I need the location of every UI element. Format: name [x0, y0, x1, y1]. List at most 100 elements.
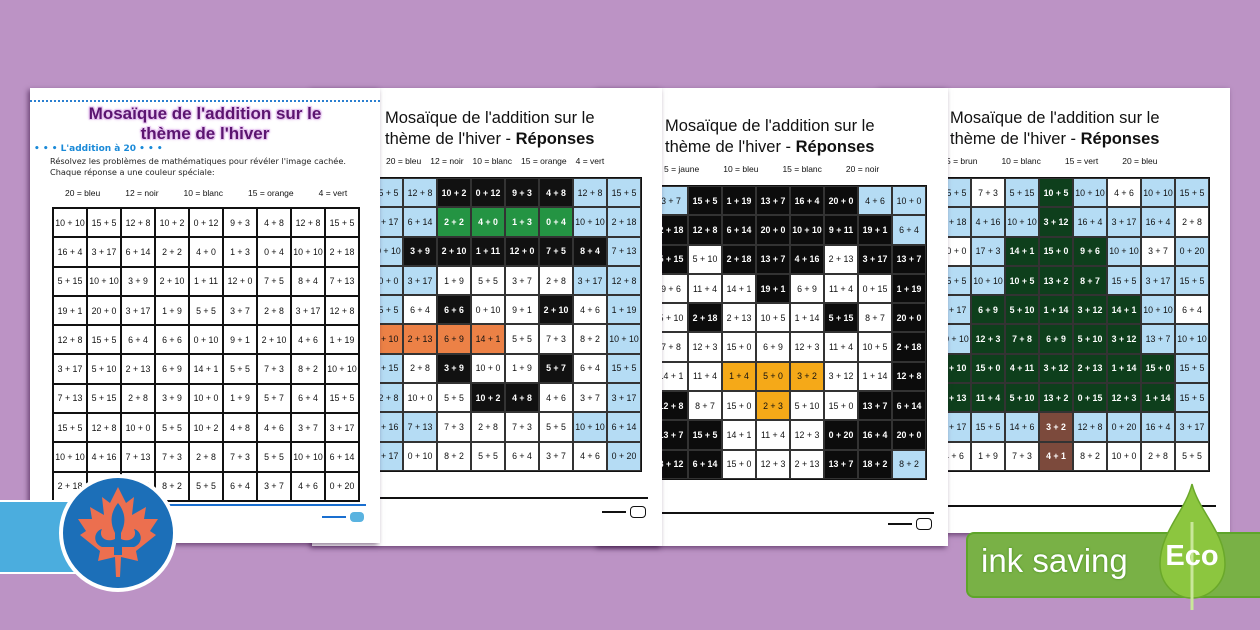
grid-cell: 15 + 0: [824, 391, 858, 421]
grid-cell: 3 + 9: [437, 353, 471, 384]
grid-cell: 3 + 17: [403, 265, 437, 296]
grid-cell: 3 + 17: [607, 383, 641, 413]
grid-cell: 4 + 6: [539, 383, 573, 413]
grid-cell: 5 + 15: [1005, 178, 1039, 208]
legend-item: 10 = bleu: [723, 164, 759, 174]
grid-cell: 7 + 5: [257, 266, 291, 296]
grid-cell: 4 + 16: [87, 442, 121, 472]
title-line-1: Mosaïque de l'addition sur le: [665, 117, 875, 135]
grid-cell: 0 + 10: [403, 441, 437, 471]
grid-cell: 1 + 14: [1107, 353, 1141, 384]
grid-cell: 1 + 14: [790, 303, 824, 333]
grid-cell: 20 + 0: [87, 295, 121, 326]
grid-cell: 3 + 7: [257, 471, 291, 501]
grid-cell: 7 + 3: [1005, 441, 1039, 471]
grid-cell: 8 + 4: [291, 266, 325, 296]
grid-cell: 15 + 5: [87, 325, 121, 355]
color-legend: 20 = bleu 12 = noir 10 = blanc 15 = orange 4…: [386, 156, 604, 166]
grid-cell: 3 + 9: [121, 266, 155, 296]
grid-cell: 6 + 9: [790, 273, 824, 304]
grid-cell: 2 + 2: [437, 207, 471, 237]
grid-cell: 5 + 5: [437, 383, 471, 413]
grid-cell: 4 + 1: [1039, 441, 1073, 471]
grid-cell: 4 + 8: [257, 208, 291, 238]
grid-cell: 8 + 7: [858, 303, 892, 333]
grid-cell: 16 + 4: [858, 420, 892, 450]
grid-cell: 14 + 1: [722, 420, 756, 450]
grid-cell: 0 + 4: [539, 207, 573, 237]
grid-cell: 10 + 10: [53, 442, 87, 472]
grid-cell: 3 + 17: [1107, 207, 1141, 237]
grid-cell: 15 + 5: [1175, 353, 1209, 384]
grid-cell: 2 + 2: [155, 237, 189, 267]
grid-cell: 3 + 17: [1175, 412, 1209, 442]
grid-cell: 6 + 6: [155, 325, 189, 355]
grid-cell: 0 + 15: [858, 273, 892, 304]
grid-cell: 14 + 1: [471, 324, 505, 354]
grid-cell: 5 + 5: [257, 442, 291, 472]
grid-cell: 16 + 4: [1141, 412, 1175, 442]
grid-cell: 5 + 10: [688, 244, 722, 274]
grid-cell: 3 + 7: [505, 265, 539, 296]
grid-cell: 1 + 19: [892, 273, 926, 304]
grid-cell: 4 + 8: [223, 413, 257, 443]
title-line-2: thème de l'hiver -: [950, 130, 1081, 148]
grid-cell: 3 + 9: [403, 236, 437, 266]
grid-cell: 10 + 10: [573, 207, 607, 237]
grid-cell: 0 + 20: [1175, 236, 1209, 266]
grid-cell: 15 + 5: [87, 208, 121, 238]
grid-cell: 10 + 10: [1073, 178, 1107, 208]
grid-cell: 0 + 20: [824, 420, 858, 450]
grid-cell: 3 + 2: [1039, 412, 1073, 442]
grid-cell: 6 + 6: [437, 295, 471, 325]
grid-cell: 9 + 3: [505, 178, 539, 208]
grid-cell: 11 + 4: [688, 361, 722, 392]
grid-cell: 5 + 15: [824, 303, 858, 333]
grid-cell: 1 + 14: [858, 361, 892, 392]
grid-cell: 8 + 2: [155, 471, 189, 501]
grid-cell: 5 + 10: [1005, 383, 1039, 413]
grid-cell: 12 + 8: [688, 215, 722, 245]
grid-cell: 15 + 5: [1107, 265, 1141, 296]
grid-cell: 12 + 8: [121, 208, 155, 238]
grid-cell: 15 + 0: [1039, 236, 1073, 266]
grid-cell: 14 + 1: [189, 354, 223, 384]
grid-cell: 6 + 9: [155, 354, 189, 384]
legend-item: 10 = blanc: [472, 156, 513, 166]
grid-cell: 12 + 8: [607, 265, 641, 296]
grid-cell: 2 + 10: [539, 295, 573, 325]
grid-cell: 4 + 8: [539, 178, 573, 208]
grid-cell: 10 + 2: [471, 383, 505, 413]
grid-cell: 19 + 1: [53, 295, 87, 326]
grid-cell: 6 + 9: [437, 324, 471, 354]
grid-cell: 14 + 1: [1005, 236, 1039, 266]
grid-cell: 1 + 9: [223, 383, 257, 414]
grid-cell: 6 + 9: [756, 332, 790, 362]
grid-cell: 12 + 3: [756, 449, 790, 479]
legend-item: 15 = vert: [1064, 156, 1099, 166]
grid-cell: 7 + 3: [155, 442, 189, 472]
grid-cell: 6 + 4: [403, 295, 437, 325]
legend-item: 20 = bleu: [386, 156, 422, 166]
title-line-1: Mosaïque de l'addition sur le: [88, 104, 322, 123]
grid-cell: 5 + 5: [189, 471, 223, 501]
grid-cell: 6 + 14: [121, 237, 155, 267]
grid-cell: 7 + 13: [607, 236, 641, 266]
grid-cell: 10 + 10: [1175, 324, 1209, 354]
grid-cell: 10 + 10: [291, 442, 325, 472]
grid-cell: 12 + 8: [291, 208, 325, 238]
grid-cell: 11 + 4: [756, 420, 790, 450]
grid-cell: 3 + 17: [858, 244, 892, 274]
grid-cell: 0 + 20: [325, 471, 359, 501]
grid-cell: 6 + 14: [325, 442, 359, 472]
grid-cell: 6 + 4: [1175, 295, 1209, 325]
grid-cell: 5 + 15: [87, 383, 121, 414]
grid-cell: 3 + 7: [291, 413, 325, 443]
grid-cell: 5 + 7: [257, 383, 291, 414]
grid-cell: 1 + 9: [971, 441, 1005, 471]
grid-cell: 13 + 7: [1141, 324, 1175, 354]
grid-cell: 2 + 13: [722, 303, 756, 333]
legend-item: 4 = vert: [575, 156, 605, 166]
